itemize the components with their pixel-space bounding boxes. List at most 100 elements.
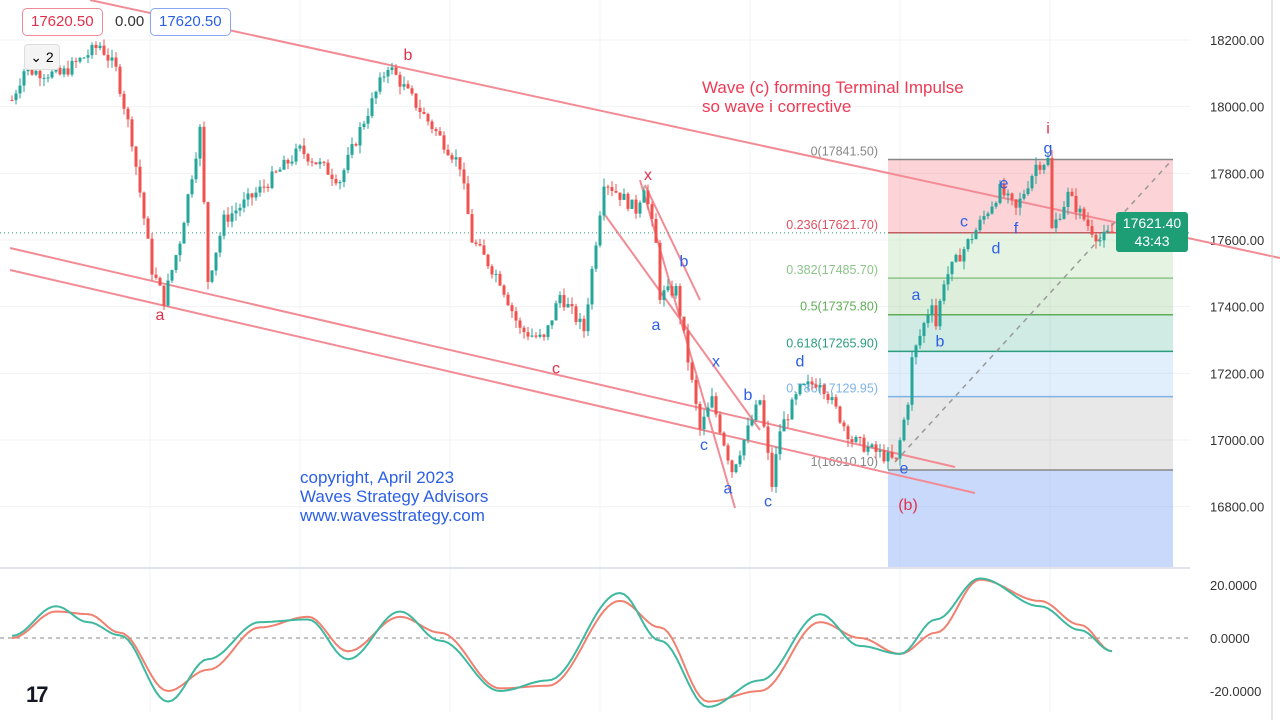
price-axis-label: 17000.00 [1210, 433, 1264, 448]
candle-body [1082, 208, 1086, 220]
candle-body [598, 215, 602, 246]
candle-body [326, 162, 330, 175]
candle-body [174, 255, 178, 271]
wave-label: b [680, 254, 689, 271]
candle-body [686, 330, 690, 363]
oscillator-signal-line [11, 578, 1113, 703]
candle-body [942, 284, 946, 301]
candle-body [430, 121, 434, 130]
candle-body [182, 222, 186, 244]
candle-body [22, 71, 26, 86]
candle-body [286, 159, 290, 164]
candle-body [978, 219, 982, 231]
candle-body [846, 426, 850, 440]
candle-body [42, 77, 46, 79]
candle-body [870, 444, 874, 447]
candle-body [718, 414, 722, 433]
candle-body [354, 144, 358, 146]
annotation-line: so wave i corrective [702, 97, 852, 116]
candle-body [154, 274, 158, 278]
candle-body [102, 45, 106, 55]
candle-body [158, 277, 162, 286]
wave-label: c [700, 437, 708, 454]
candle-body [330, 174, 334, 179]
candle-body [70, 60, 74, 75]
candle-body [966, 239, 970, 250]
candle-body [550, 320, 554, 326]
candle-body [1010, 193, 1014, 200]
candle-body [314, 162, 318, 165]
candle-body [270, 171, 274, 188]
candle-body [306, 154, 310, 162]
candle-body [750, 419, 754, 426]
candle-body [554, 303, 558, 321]
candle-body [126, 108, 130, 120]
candle-body [778, 431, 782, 455]
candle-body [234, 210, 238, 214]
fib-zone-extension [888, 469, 1173, 568]
candle-body [406, 84, 410, 89]
copyright-text: copyright, April 2023 Waves Strategy Advi… [300, 468, 488, 525]
candle-body [762, 400, 766, 427]
wave-label: a [912, 287, 921, 304]
candle-body [874, 444, 878, 452]
candle-body [358, 127, 362, 146]
candle-body [334, 178, 338, 184]
candle-body [982, 216, 986, 220]
candle-body [918, 335, 922, 346]
candle-body [1098, 240, 1102, 242]
wave-label: a [652, 317, 661, 334]
candle-body [1014, 199, 1018, 208]
candle-body [658, 242, 662, 300]
candle-body [190, 179, 194, 195]
candle-body [266, 186, 270, 188]
candle-body [514, 311, 518, 321]
candle-body [638, 202, 642, 214]
candle-body [782, 419, 786, 432]
candle-body [434, 129, 438, 132]
candle-body [262, 186, 266, 188]
candle-body [706, 407, 710, 417]
oscillator-axis-label: 20.0000 [1210, 578, 1257, 593]
candle-body [578, 318, 582, 322]
candle-body [674, 286, 678, 296]
candle-body [666, 286, 670, 291]
candle-body [226, 214, 230, 222]
candle-body [338, 182, 342, 184]
trendline [9, 247, 956, 468]
candle-body [562, 295, 566, 308]
candle-body [98, 45, 102, 49]
candle-body [1074, 195, 1078, 213]
trendline [89, 0, 1280, 259]
candle-body [442, 135, 446, 150]
candle-body [574, 306, 578, 322]
candle-body [954, 254, 958, 262]
candle-body [1042, 165, 1046, 170]
collapse-indicators-button[interactable]: ⌄ 2 [24, 44, 60, 70]
candle-body [634, 199, 638, 214]
candle-body [990, 206, 994, 214]
candle-body [394, 67, 398, 75]
candle-body [546, 325, 550, 337]
candle-body [974, 230, 978, 240]
candle-body [206, 202, 210, 282]
candle-body [946, 274, 950, 285]
candle-body [994, 202, 998, 207]
candle-body [502, 285, 506, 295]
candle-body [790, 399, 794, 420]
trendline [644, 184, 701, 301]
oscillator-main-line [11, 577, 1113, 708]
candle-body [878, 450, 882, 452]
wave-label: c [960, 214, 968, 231]
tradingview-logo-icon[interactable]: 17 [26, 682, 49, 707]
candle-body [282, 159, 286, 170]
candle-body [186, 194, 190, 223]
candle-body [402, 84, 406, 87]
candle-body [746, 425, 750, 440]
wave-label: (b) [898, 497, 918, 514]
candle-body [950, 261, 954, 275]
candle-body [534, 335, 538, 337]
candle-body [770, 452, 774, 487]
candle-body [614, 190, 618, 193]
